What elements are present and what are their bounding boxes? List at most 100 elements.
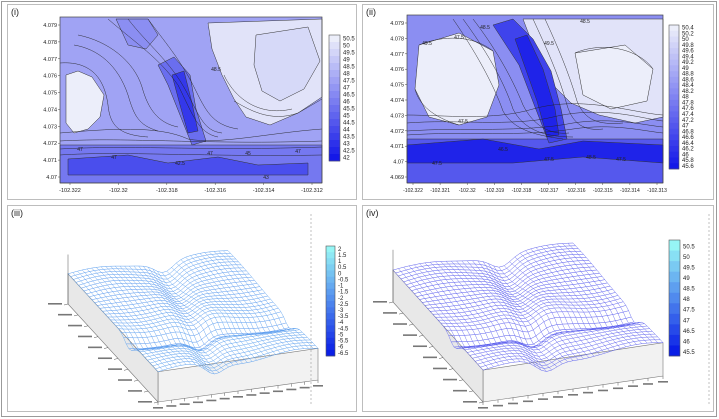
surface-iv-colorbar-label-6: 47.5 bbox=[683, 308, 695, 314]
surface-iii-axis-ticklabel-u-9 bbox=[273, 390, 283, 393]
map-ii-xtick-label-0: -102.322 bbox=[403, 188, 423, 194]
map-ii-colorbar-swatch-8 bbox=[669, 71, 679, 78]
surface-iii-colorbar-label-11: -3.5 bbox=[338, 314, 349, 320]
map-ii-ytick-label-8: 4.071 bbox=[390, 144, 404, 150]
surface-iii-axis-ticklabel-u-0 bbox=[153, 407, 163, 409]
surface-iii-colorbar-label-7: -1.5 bbox=[338, 290, 349, 296]
surface-iii-colorbar-label-4: 0 bbox=[338, 271, 342, 277]
map-ii-ytick-label-4: 4.075 bbox=[390, 83, 404, 89]
map-ii-colorbar-swatch-1 bbox=[669, 30, 679, 37]
map-ii-contour-line-1 bbox=[406, 126, 664, 136]
map-ii-colorbar-swatch-19 bbox=[669, 134, 679, 141]
map-ii-region-2 bbox=[574, 44, 654, 110]
map-ii-plot-frame bbox=[406, 14, 664, 184]
map-i-contour-label-3: 42.5 bbox=[175, 161, 185, 167]
map-ii-colorbar-label-1: 50.2 bbox=[682, 31, 694, 37]
surface-iv-colorbar-swatch-9 bbox=[669, 334, 680, 346]
surface-iii-colorbar-swatch-3 bbox=[326, 264, 335, 271]
surface-iii-mesh-col-16 bbox=[143, 266, 234, 366]
surface-iii-mesh-col-19 bbox=[157, 271, 248, 363]
map-ii-colorbar-swatch-22 bbox=[669, 151, 679, 158]
map-ii-colorbar-swatch-21 bbox=[669, 145, 679, 153]
surface-iii-mesh-col-13 bbox=[129, 265, 220, 373]
surface-iii-mesh-col-1 bbox=[72, 272, 163, 371]
surface-iii-colorbar-swatch-11 bbox=[326, 313, 335, 320]
map-i-xtick-label-5: -102.312 bbox=[301, 188, 323, 194]
surface-iv-axis-ticklabel-u-2 bbox=[508, 402, 518, 405]
surface-iii-colorbar-swatch-14 bbox=[326, 331, 335, 338]
surface-iii-axis-ticklabel-u-3 bbox=[193, 401, 203, 404]
surface-iv-mesh-row-34 bbox=[392, 242, 574, 271]
surface-iii-mesh-col-4 bbox=[86, 268, 177, 367]
map-i-colorbar-label-16: 42.5 bbox=[343, 149, 355, 155]
map-ii-contour-line-8 bbox=[544, 18, 624, 124]
surface-iv-colorbar-label-9: 46 bbox=[683, 339, 690, 345]
surface-iii-mesh-col-2 bbox=[77, 271, 168, 369]
map-i-contour-line-9 bbox=[59, 62, 149, 138]
surface-iii-colorbar-swatch-6 bbox=[326, 282, 335, 290]
surface-iii-colorbar-label-13: -4.5 bbox=[338, 326, 349, 332]
surface-iv-axis-ticklabel-v-8 bbox=[383, 312, 397, 314]
map-i-contour-line-7 bbox=[73, 44, 159, 132]
map-i-ytick-label-3: 4.076 bbox=[43, 74, 57, 80]
surface-iii-colorbar-swatch-12 bbox=[326, 319, 335, 326]
surface-iii-colorbar-label-9: -2.5 bbox=[338, 302, 349, 308]
map-ii-colorbar-label-15: 47.4 bbox=[682, 112, 694, 118]
surface-iv-mesh-col-14 bbox=[466, 260, 558, 367]
surface-iv-colorbar-swatch-1 bbox=[669, 250, 680, 262]
map-ii-ytick-label-3: 4.076 bbox=[390, 67, 404, 73]
surface-iv-colorbar-swatch-6 bbox=[669, 303, 680, 315]
map-ii-contour-label-8: 48.5 bbox=[586, 155, 596, 161]
surface-iii-axis-ticklabel-u-7 bbox=[246, 394, 257, 396]
surface-iv-colorbar-swatch-7 bbox=[669, 313, 680, 325]
map-i-contour-label-2: 47 bbox=[111, 155, 117, 161]
map-ii-contour-label-2: 48.5 bbox=[480, 25, 490, 31]
surface-iv-axis-ticklabel-u-12 bbox=[658, 381, 668, 383]
surface-iv-axis-ticklabel-u-0 bbox=[478, 407, 488, 409]
surface-iv-mesh-col-8 bbox=[435, 261, 526, 363]
surface-iii-mesh-col-28 bbox=[199, 253, 290, 351]
surface-iii-colorbar-swatch-5 bbox=[326, 276, 335, 283]
map-ii-colorbar-swatch-3 bbox=[669, 42, 679, 49]
map-ii-colorbar-label-5: 49.4 bbox=[682, 54, 694, 60]
surface-iv-mesh-col-3 bbox=[408, 265, 500, 366]
map-i-colorbar-label-17: 42 bbox=[343, 156, 350, 162]
surface-iii-colorbar-swatch-4 bbox=[326, 270, 335, 277]
surface-iii-mesh-col-29 bbox=[204, 252, 295, 350]
map-i-region-2 bbox=[253, 26, 321, 102]
surface-iv-mesh-col-10 bbox=[445, 261, 537, 368]
surface-iv-axis-tick-v-5 bbox=[428, 346, 434, 348]
surface-iv-colorbar-swatch-5 bbox=[669, 292, 680, 304]
surface-iii-axis-ticklabel-v-7 bbox=[68, 324, 82, 327]
surface-iii-colorbar-label-2: 1 bbox=[338, 259, 342, 265]
map-ii-xtick-label-7: -102.315 bbox=[593, 188, 613, 194]
surface-iii-mesh-col-26 bbox=[190, 255, 281, 354]
surface-iii-axis-ticklabel-u-4 bbox=[206, 399, 217, 402]
map-ii-xtick-label-3: -102.319 bbox=[484, 188, 504, 194]
map-i-colorbar-label-14: 43.5 bbox=[343, 135, 355, 141]
surface-iii-axis-tick-v-5 bbox=[103, 347, 109, 349]
surface-iii-mesh-col-34 bbox=[227, 250, 319, 349]
map-i-colorbar-swatch-2 bbox=[329, 49, 340, 57]
surface-iii-axis-ticklabel-u-10 bbox=[286, 388, 297, 391]
map-ii-colorbar-swatch-2 bbox=[669, 36, 679, 43]
surface-iii-axis-tick-v-3 bbox=[123, 369, 129, 371]
map-ii-contour-label-3: 49.5 bbox=[544, 41, 554, 47]
surface-iv-mesh-col-26 bbox=[530, 248, 621, 349]
map-i-colorbar-label-8: 46.5 bbox=[343, 93, 355, 99]
map-i-colorbar-swatch-6 bbox=[329, 77, 340, 85]
surface-iii-axis-ticklabel-v-2 bbox=[118, 379, 132, 381]
map-ii-ytick-label-1: 4.078 bbox=[390, 36, 404, 42]
surface-iii-mesh-col-22 bbox=[171, 267, 262, 360]
surface-iv-mesh-col-28 bbox=[541, 246, 632, 346]
map-ii-region-6 bbox=[514, 34, 560, 138]
surface-iii-colorbar-label-1: 1.5 bbox=[338, 253, 347, 259]
map-i-colorbar-swatch-0 bbox=[329, 35, 340, 43]
map-i-contour-label-6: 47 bbox=[295, 149, 301, 155]
surface-iv-axis-ticklabel-v-9 bbox=[373, 301, 387, 303]
map-ii-colorbar-label-2: 50 bbox=[682, 37, 689, 43]
map-ii-ytick-label-6: 4.073 bbox=[390, 113, 404, 119]
surface-iv-mesh-col-7 bbox=[429, 262, 521, 362]
map-i-colorbar-label-3: 49 bbox=[343, 58, 350, 64]
